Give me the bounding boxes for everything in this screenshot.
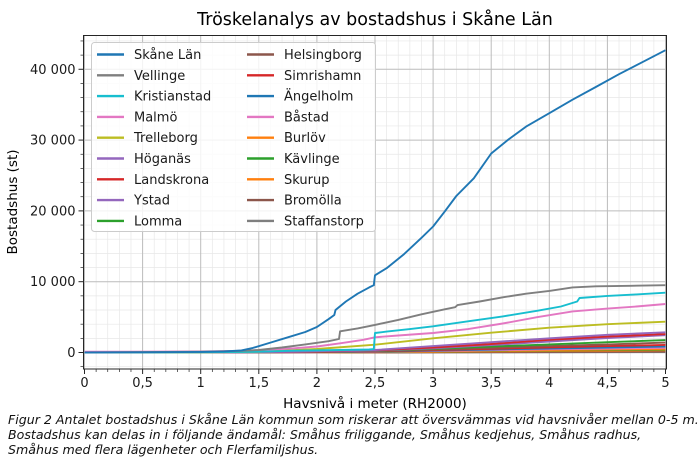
- legend-label: Bromölla: [284, 194, 342, 209]
- legend-label: Malmö: [134, 110, 177, 125]
- legend-box: [91, 42, 376, 232]
- legend-label: Helsingborg: [284, 48, 362, 63]
- caption-line: Bostadshus kan delas in i följande ändam…: [8, 427, 642, 443]
- x-tick-label: 4: [545, 376, 553, 391]
- chart-title: Tröskelanalys av bostadshus i Skåne Län: [196, 9, 553, 30]
- legend-label: Landskrona: [134, 173, 209, 188]
- x-tick-label: 3,5: [481, 376, 502, 391]
- x-tick-label: 0,5: [132, 376, 153, 391]
- legend-label: Staffanstorp: [284, 214, 364, 229]
- caption-line: Figur 2 Antalet bostadshus i Skåne Län k…: [8, 412, 699, 427]
- legend-label: Kristianstad: [134, 90, 211, 105]
- legend-label: Båstad: [284, 110, 329, 125]
- legend-label: Burlöv: [284, 131, 326, 146]
- legend-label: Kävlinge: [284, 152, 340, 167]
- x-tick-label: 4,5: [597, 376, 618, 391]
- legend-label: Simrishamn: [284, 69, 361, 84]
- series-line-vellinge: [84, 284, 666, 354]
- y-tick-label: 20 000: [30, 204, 76, 219]
- legend-label: Skurup: [284, 173, 329, 188]
- y-axis-label: Bostadshus (st): [5, 149, 21, 254]
- legend-label: Lomma: [134, 214, 182, 229]
- x-tick-label: 2,5: [365, 376, 386, 391]
- y-tick-label: 40 000: [30, 63, 76, 78]
- x-tick-label: 1: [197, 376, 205, 391]
- x-tick-label: 0: [80, 376, 88, 391]
- legend: Skåne Län Vellinge Kristianstad Malmö Trelle…: [91, 42, 376, 232]
- legend-label: Vellinge: [134, 69, 185, 84]
- axis-ticks: [78, 40, 666, 374]
- legend-label: Ängelholm: [284, 89, 353, 105]
- figure-caption: Figur 2 Antalet bostadshus i Skåne Län k…: [8, 412, 699, 458]
- legend-label: Skåne Län: [134, 48, 201, 63]
- series-line-kristianstad: [84, 291, 666, 354]
- plot-series: [84, 49, 666, 354]
- x-tick-label: 1,5: [248, 376, 269, 391]
- legend-label: Höganäs: [134, 152, 191, 167]
- axis-tick-labels: 0 0,5 1 1,5 2 2,5 3 3,5 4 4,5 5 0 10 000 20 000 30 000…: [30, 63, 670, 391]
- legend-label: Trelleborg: [133, 131, 198, 146]
- x-tick-label: 3: [429, 376, 437, 391]
- legend-label: Ystad: [133, 194, 170, 209]
- y-tick-label: 10 000: [30, 275, 76, 290]
- series-line-sk-ne-l-n: [84, 49, 666, 354]
- x-tick-label: 5: [661, 376, 669, 391]
- caption-line: Småhus med flera lägenheter och Flerfami…: [8, 442, 319, 458]
- y-tick-label: 30 000: [30, 134, 76, 149]
- x-axis-label: Havsnivå i meter (RH2000): [283, 395, 467, 412]
- y-tick-label: 0: [67, 346, 75, 361]
- x-tick-label: 2: [313, 376, 321, 391]
